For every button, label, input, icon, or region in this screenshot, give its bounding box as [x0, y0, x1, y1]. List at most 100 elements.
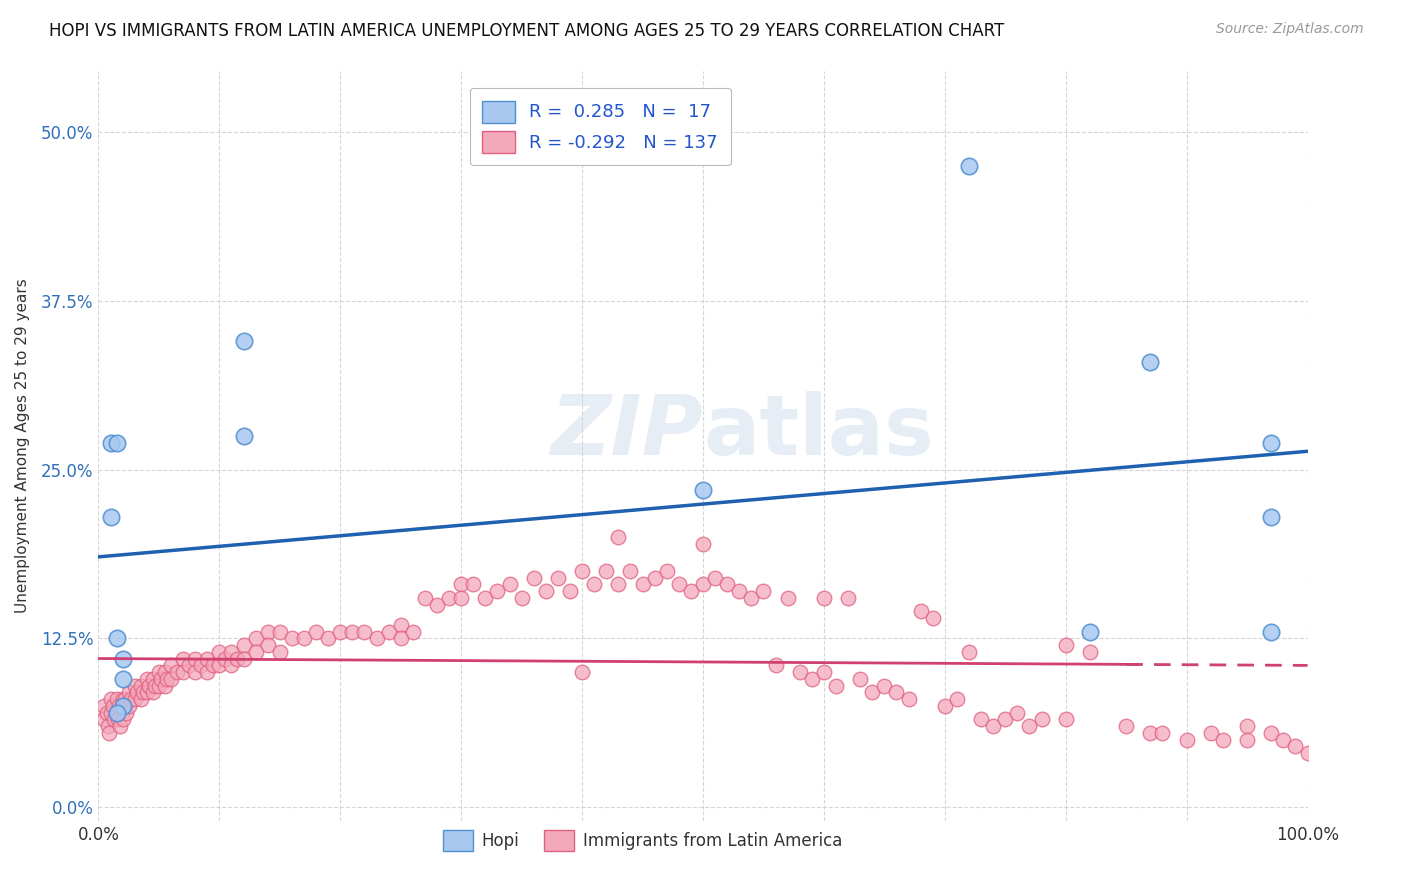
Point [100, 706, 122, 720]
Point [118, 685, 141, 699]
Point [837, 591, 859, 605]
Point [105, 632, 128, 646]
Point [156, 672, 179, 686]
Point [108, 698, 131, 713]
Point [558, 584, 581, 599]
Point [172, 651, 194, 665]
Point [184, 665, 207, 680]
Point [957, 159, 980, 173]
Point [132, 685, 155, 699]
Point [129, 692, 152, 706]
Point [849, 672, 872, 686]
Legend: Hopi, Immigrants from Latin America: Hopi, Immigrants from Latin America [436, 823, 849, 857]
Point [1018, 719, 1040, 733]
Point [166, 665, 188, 680]
Point [93, 712, 115, 726]
Point [450, 591, 472, 605]
Point [256, 638, 278, 652]
Point [108, 719, 131, 733]
Point [353, 624, 375, 639]
Point [547, 571, 569, 585]
Point [571, 564, 593, 578]
Point [148, 679, 170, 693]
Point [96, 706, 118, 720]
Point [595, 564, 617, 578]
Point [1260, 435, 1282, 450]
Point [135, 685, 157, 699]
Point [114, 692, 136, 706]
Point [910, 604, 932, 618]
Point [897, 692, 920, 706]
Point [93, 698, 115, 713]
Point [124, 692, 146, 706]
Point [1236, 719, 1258, 733]
Point [232, 638, 254, 652]
Point [103, 712, 125, 726]
Point [934, 698, 956, 713]
Point [111, 651, 134, 665]
Point [366, 632, 388, 646]
Point [98, 726, 121, 740]
Point [619, 564, 641, 578]
Point [105, 692, 128, 706]
Point [402, 624, 425, 639]
Point [1115, 719, 1137, 733]
Point [1199, 726, 1222, 740]
Point [111, 712, 134, 726]
Point [232, 651, 254, 665]
Point [214, 651, 236, 665]
Point [124, 679, 146, 693]
Point [118, 698, 141, 713]
Text: atlas: atlas [703, 391, 934, 472]
Point [221, 658, 243, 673]
Point [281, 632, 304, 646]
Point [789, 665, 811, 680]
Point [120, 692, 142, 706]
Point [994, 712, 1017, 726]
Point [523, 571, 546, 585]
Point [342, 624, 364, 639]
Point [886, 685, 908, 699]
Point [1139, 726, 1161, 740]
Point [413, 591, 436, 605]
Y-axis label: Unemployment Among Ages 25 to 29 years: Unemployment Among Ages 25 to 29 years [15, 278, 30, 614]
Point [776, 591, 799, 605]
Point [463, 577, 485, 591]
Point [510, 591, 533, 605]
Point [704, 571, 727, 585]
Point [135, 672, 157, 686]
Point [813, 665, 835, 680]
Point [644, 571, 666, 585]
Point [1139, 354, 1161, 368]
Text: Source: ZipAtlas.com: Source: ZipAtlas.com [1216, 22, 1364, 37]
Point [607, 577, 630, 591]
Point [111, 672, 134, 686]
Point [232, 334, 254, 349]
Point [1175, 732, 1198, 747]
Point [1031, 712, 1053, 726]
Point [105, 706, 128, 720]
Point [195, 665, 218, 680]
Point [921, 611, 943, 625]
Point [100, 509, 122, 524]
Point [100, 692, 122, 706]
Point [655, 564, 678, 578]
Point [1007, 706, 1029, 720]
Point [740, 591, 762, 605]
Point [111, 698, 134, 713]
Point [668, 577, 690, 591]
Point [474, 591, 496, 605]
Point [631, 577, 654, 591]
Point [195, 651, 218, 665]
Point [184, 651, 207, 665]
Point [1260, 509, 1282, 524]
Point [583, 577, 606, 591]
Point [679, 584, 702, 599]
Point [1152, 726, 1174, 740]
Point [316, 632, 339, 646]
Point [1078, 645, 1101, 659]
Point [1296, 746, 1319, 760]
Point [105, 435, 128, 450]
Text: HOPI VS IMMIGRANTS FROM LATIN AMERICA UNEMPLOYMENT AMONG AGES 25 TO 29 YEARS COR: HOPI VS IMMIGRANTS FROM LATIN AMERICA UN… [49, 22, 1004, 40]
Point [111, 692, 134, 706]
